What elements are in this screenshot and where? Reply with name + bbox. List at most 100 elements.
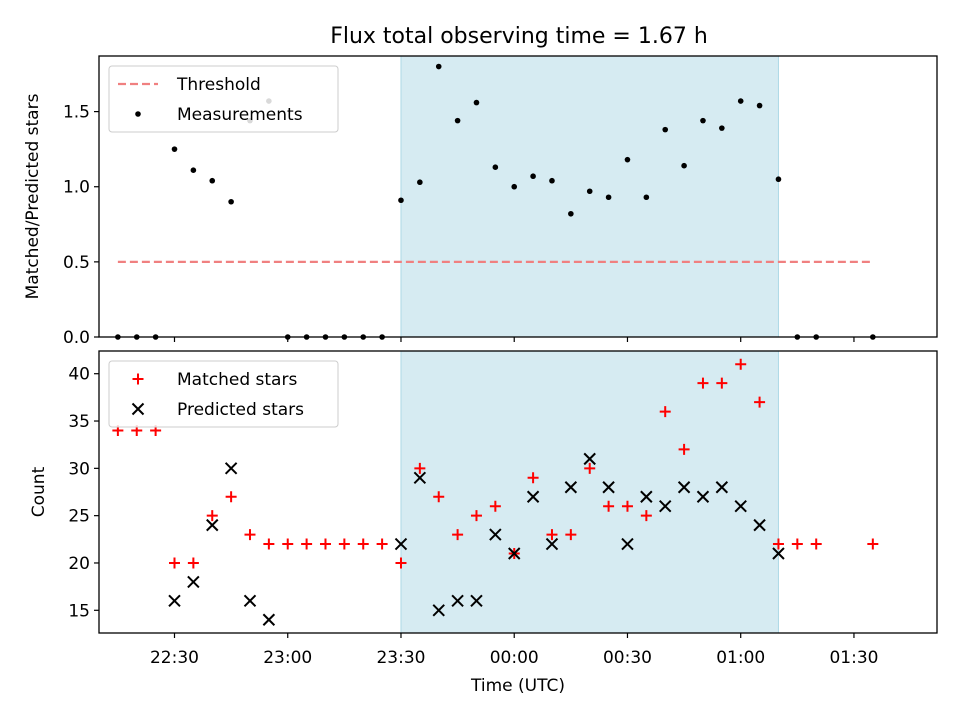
y-tick-label: 30 [68,459,90,479]
x-tick-label: 22:30 [150,648,199,668]
matched-star-point [433,491,445,503]
ratio-axes-frame [98,55,938,338]
legend-label: Predicted stars [177,400,304,420]
measurement-point [530,173,536,180]
predicted-star-point [224,462,238,475]
y-tick-label: 15 [68,601,90,621]
measurement-point [417,179,423,186]
measurement-point [209,177,216,184]
matched-star-point [640,510,652,522]
x-tick-label: 01:30 [829,648,878,668]
count-panel: 15 20 25 30 35 40 22:30 23:00 23:30 00:00 00:30 01… [29,350,938,696]
matched-star-point [546,529,558,541]
measurement-point [568,210,574,217]
x-tick-label: 23:00 [263,648,312,668]
ratio-y-axis-label: Matched/Predicted stars [23,93,43,299]
matched-star-point [527,472,539,484]
y-tick-label: 35 [68,412,90,432]
matched-star-point [470,510,482,522]
measurement-point [228,198,234,205]
count-series-x [168,452,785,626]
y-tick-label: 40 [68,365,90,385]
legend-label: Threshold [176,75,261,95]
legend-label: Matched stars [177,370,297,390]
measurement-point [643,194,650,201]
matched-star-point [565,529,577,541]
predicted-star-point [432,604,445,617]
predicted-star-point [602,481,615,494]
predicted-star-point [526,490,540,503]
measurement-point [511,183,518,190]
matched-star-point [621,500,633,512]
matched-star-point [376,538,388,550]
predicted-star-point [394,537,408,551]
matched-star-point [697,377,709,389]
legend-matched-swatch [132,373,144,385]
ratio-y-axis: 0.0 0.5 1.0 1.5 [63,103,99,348]
matched-star-point [168,557,180,569]
y-tick-label: 25 [68,507,90,527]
predicted-star-point [659,499,672,513]
measurement-point [756,102,763,109]
matched-star-point [301,538,313,550]
matched-star-point [489,500,501,512]
predicted-star-point [489,528,502,541]
predicted-star-point [564,481,578,494]
time-x-axis: 22:30 23:00 23:30 00:00 00:30 01:00 01:30 [150,633,878,668]
ratio-panel: 0.0 0.5 1.0 1.5 Matched/Predicted stars Thr… [23,55,938,348]
matched-star-point [357,538,369,550]
observing-window-shade [400,350,779,634]
matched-star-point [810,538,822,550]
matched-star-point [659,406,671,418]
matched-star-point [187,557,199,569]
predicted-star-point [696,490,710,503]
ratio-x-axis [173,337,855,342]
measurement-point [549,177,555,184]
matched-star-point [772,538,784,550]
predicted-star-point [413,471,427,485]
predicted-star-point [451,594,464,608]
predicted-star-point [640,490,653,503]
predicted-star-point [508,547,521,560]
count-series-plus [112,358,879,569]
ratio-legend: Threshold Measurements [108,65,339,133]
x-tick-label: 00:00 [490,648,539,668]
matched-star-point [452,529,464,541]
matched-star-point [791,538,803,550]
legend-box [108,360,339,428]
matched-star-point [206,510,218,522]
predicted-star-point [243,594,257,608]
y-tick-label: 1.0 [63,178,90,198]
count-y-axis-label: Count [29,466,49,517]
measurement-point [700,117,706,124]
time-x-axis-label: Time (UTC) [470,676,565,696]
y-tick-label: 20 [68,554,90,574]
measurement-point [454,117,461,124]
count-plot-area [112,358,879,626]
matched-star-point [225,491,237,503]
measurement-point [398,197,404,204]
legend-label: Measurements [177,105,303,125]
legend-box [108,65,339,133]
matched-star-point [414,462,426,474]
predicted-star-point [734,499,747,513]
matched-star-point [678,443,690,455]
predicted-star-point [470,594,483,608]
measurement-point [737,98,744,104]
y-tick-label: 0.0 [63,328,90,348]
measurement-point [775,176,782,183]
count-legend: Matched stars Predicted stars [108,360,339,428]
legend-measurement-swatch [135,111,141,117]
y-tick-label: 1.5 [63,103,90,123]
matched-star-point [867,538,879,550]
predicted-star-point [545,537,559,551]
predicted-star-point [583,452,596,466]
matched-star-point [244,529,256,541]
measurement-point [473,99,480,106]
predicted-star-point [772,547,785,560]
matched-star-point [263,538,275,550]
measurement-point [662,126,669,133]
count-y-axis: 15 20 25 30 35 40 [68,365,99,621]
measurement-point [605,194,612,201]
